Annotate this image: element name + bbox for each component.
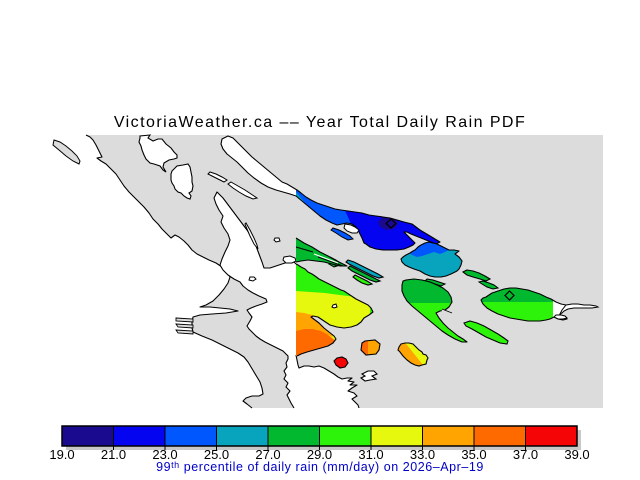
svg-text:21.0: 21.0	[101, 447, 126, 462]
svg-text:37.0: 37.0	[513, 447, 538, 462]
svg-text:25.0: 25.0	[204, 447, 229, 462]
svg-text:99th percentile of daily rain: 99th percentile of daily rain (mm/day) o…	[156, 460, 484, 474]
svg-text:29.0: 29.0	[307, 447, 332, 462]
svg-text:19.0: 19.0	[49, 447, 74, 462]
svg-text:23.0: 23.0	[152, 447, 177, 462]
svg-text:31.0: 31.0	[358, 447, 383, 462]
svg-text:39.0: 39.0	[564, 447, 589, 462]
svg-text:33.0: 33.0	[410, 447, 435, 462]
svg-text:35.0: 35.0	[461, 447, 486, 462]
svg-text:VictoriaWeather.ca –– Year Tot: VictoriaWeather.ca –– Year Total Daily R…	[114, 114, 526, 131]
svg-text:27.0: 27.0	[255, 447, 280, 462]
